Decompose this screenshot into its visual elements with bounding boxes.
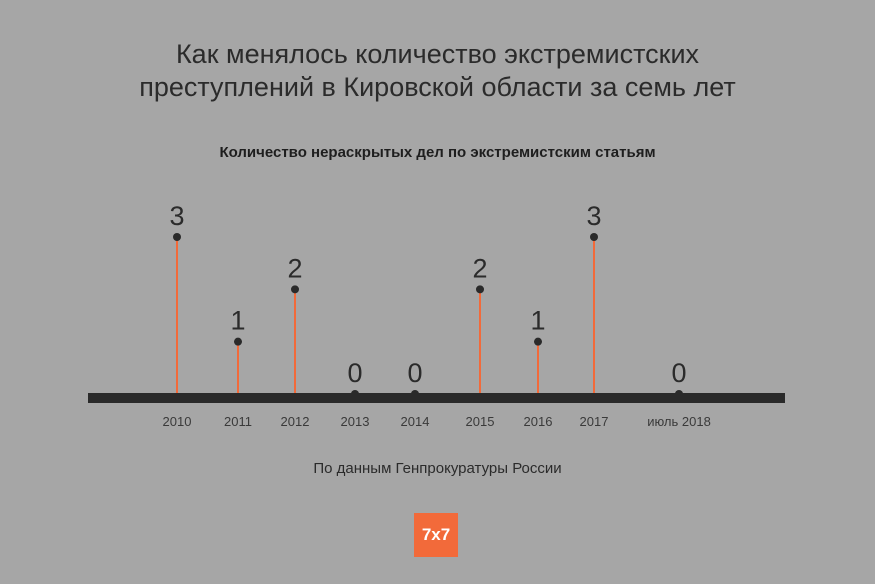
- data-point-1: [234, 337, 242, 346]
- data-point-5: [476, 285, 484, 294]
- x-tick-label-6: 2016: [524, 414, 553, 429]
- chart-title: Как менялось количество экстремистских п…: [0, 38, 875, 104]
- x-tick-label-4: 2014: [401, 414, 430, 429]
- x-axis-bar: [88, 393, 785, 403]
- x-tick-label-0: 2010: [163, 414, 192, 429]
- data-label-4: 0: [407, 358, 422, 388]
- x-tick-label-1: 2011: [224, 414, 252, 429]
- chart-title-line-1: Как менялось количество экстремистских: [175, 39, 700, 69]
- brand-logo: 7x7: [414, 513, 458, 557]
- x-tick-label-3: 2013: [341, 414, 370, 429]
- brand-logo-text: 7x7: [421, 525, 451, 544]
- chart-subtitle: Количество нераскрытых дел по экстремист…: [219, 144, 656, 161]
- x-tick-label-7: 2017: [580, 414, 609, 429]
- data-label-2: 2: [287, 253, 302, 283]
- data-point-7: [590, 233, 598, 241]
- data-label-6: 1: [530, 306, 545, 336]
- x-tick-label-8: июль 2018: [647, 414, 711, 429]
- data-label-5: 2: [472, 253, 487, 283]
- x-tick-label-5: 2015: [466, 414, 495, 429]
- data-label-1: 1: [230, 306, 245, 336]
- data-label-0: 3: [169, 201, 184, 231]
- data-label-7: 3: [586, 201, 601, 231]
- data-point-2: [291, 285, 299, 294]
- data-label-8: 0: [671, 358, 686, 388]
- source-note: По данным Генпрокуратуры России: [313, 460, 562, 477]
- data-point-0: [173, 233, 181, 241]
- data-point-6: [534, 337, 542, 346]
- x-tick-label-2: 2012: [281, 414, 310, 429]
- data-label-3: 0: [347, 358, 362, 388]
- chart-title-line-2: преступлений в Кировской области за семь…: [139, 72, 736, 102]
